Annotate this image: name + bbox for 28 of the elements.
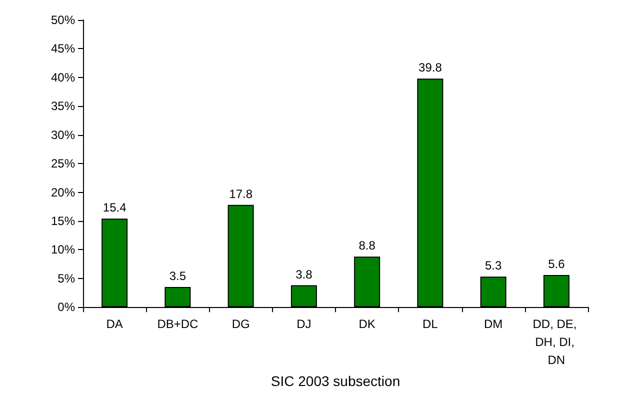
- x-tick-label: DJ: [296, 317, 312, 332]
- y-tick-label: 20%: [50, 185, 76, 200]
- x-tick-label: DM: [484, 317, 503, 332]
- y-tick-label: 25%: [50, 156, 76, 171]
- x-tick-label: DL: [422, 317, 438, 332]
- x-tick-label: DA: [106, 317, 123, 332]
- data-label: 5.6: [548, 256, 566, 271]
- y-tick-label: 40%: [50, 70, 76, 84]
- y-tick-label: 15%: [50, 214, 76, 228]
- x-axis-title: SIC 2003 subsection: [270, 373, 400, 389]
- y-tick-label: 35%: [50, 99, 76, 114]
- y-tick-label: 30%: [50, 128, 76, 142]
- data-label: 3.5: [169, 269, 186, 284]
- data-label: 17.8: [229, 186, 253, 201]
- y-tick-label: 0%: [58, 300, 76, 314]
- data-label: 8.8: [358, 238, 376, 253]
- x-tick-label: DD, DE, DH, DI, DN: [532, 317, 580, 368]
- y-tick-label: 5%: [58, 271, 76, 286]
- x-tick-label: DG: [232, 317, 250, 332]
- y-tick-label: 10%: [50, 242, 76, 257]
- x-tick-label: DK: [358, 317, 376, 332]
- data-label: 3.8: [296, 267, 313, 282]
- data-label: 15.4: [102, 200, 127, 215]
- data-label: 39.8: [418, 60, 442, 75]
- y-tick-label: 45%: [50, 42, 76, 56]
- y-tick-label: 50%: [50, 13, 76, 27]
- x-tick-label: DB+DC: [157, 317, 199, 332]
- data-label: 5.3: [484, 258, 502, 273]
